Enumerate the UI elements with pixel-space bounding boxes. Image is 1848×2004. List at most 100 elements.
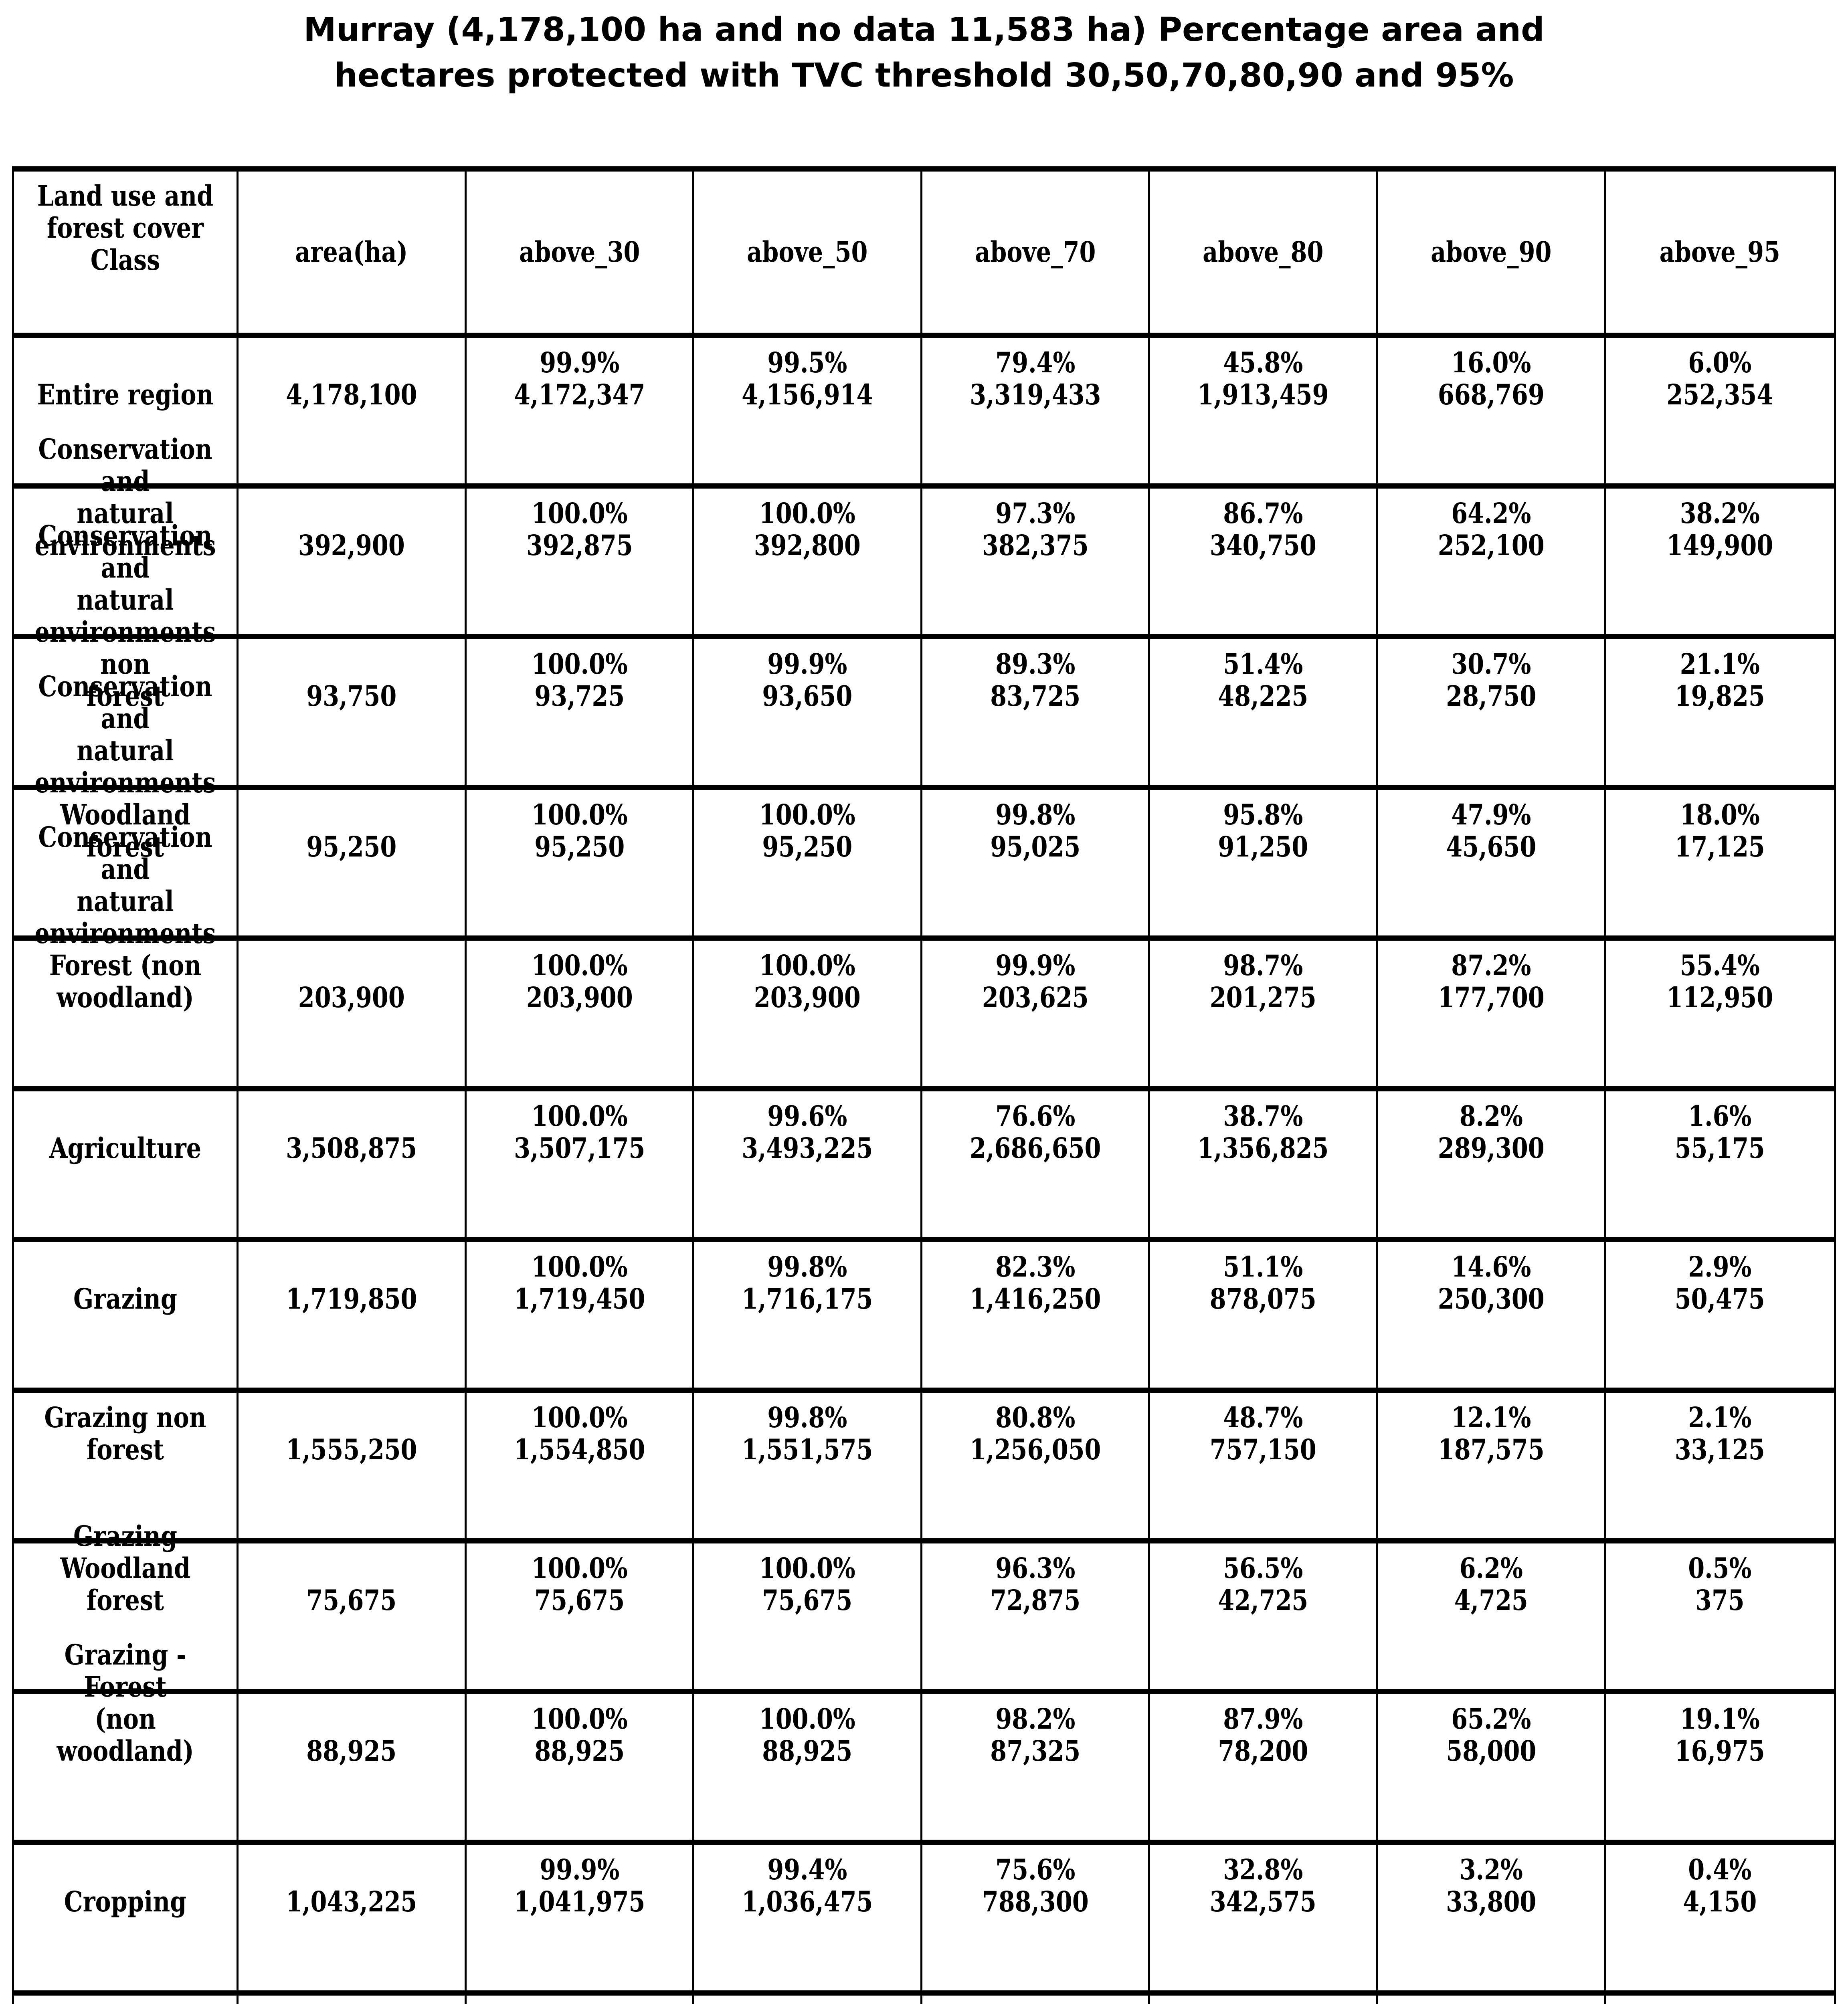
area-value: 1,555,250 bbox=[286, 1432, 417, 1466]
pct-value: 75.6% bbox=[995, 1852, 1076, 1886]
table-cell: 100.0% 93,725 bbox=[466, 639, 695, 790]
ha-value: 28,750 bbox=[1446, 679, 1537, 713]
ha-value: 788,300 bbox=[982, 1885, 1089, 1918]
ha-value: 1,041,975 bbox=[514, 1885, 645, 1918]
row-label: Entire region bbox=[37, 378, 214, 411]
ha-value: 1,416,250 bbox=[969, 1282, 1101, 1315]
ha-value: 33,125 bbox=[1675, 1432, 1765, 1466]
table-cell: 56.5% 42,725 bbox=[1150, 1543, 1378, 1694]
pct-value: 99.9% bbox=[995, 948, 1076, 982]
pct-value: 99.5% bbox=[767, 345, 847, 379]
table-cell: 96.3% 72,875 bbox=[922, 1543, 1150, 1694]
area-cell: 88,925 bbox=[239, 1694, 467, 1845]
row-label: Grazing non forest bbox=[44, 1400, 206, 1466]
pct-value: 48.7% bbox=[1223, 1400, 1303, 1434]
table-cell: 89.3% 83,725 bbox=[922, 639, 1150, 790]
pct-value: 51.4% bbox=[1223, 647, 1303, 681]
pct-value: 80.8% bbox=[995, 1400, 1076, 1434]
ha-value: 95,250 bbox=[534, 830, 625, 863]
pct-value: 51.1% bbox=[1223, 1250, 1303, 1283]
table-cell: 87.2% 177,700 bbox=[1378, 941, 1606, 1091]
pct-value: 14.6% bbox=[1451, 1250, 1531, 1283]
row-label-cell: Grazing - Forest (non woodland) bbox=[14, 1638, 239, 1845]
ha-value: 88,925 bbox=[762, 1734, 853, 1768]
pct-value: 89.3% bbox=[995, 647, 1076, 681]
table-cell: 100.0% 75,675 bbox=[466, 1543, 695, 1694]
ha-value: 87,325 bbox=[990, 1734, 1081, 1768]
ha-value: 1,716,175 bbox=[742, 1282, 873, 1315]
pct-value: 38.7% bbox=[1223, 1099, 1303, 1133]
pct-value: 99.8% bbox=[995, 798, 1076, 831]
ha-value: 78,200 bbox=[1218, 1734, 1308, 1768]
pct-value: 32.8% bbox=[1223, 1852, 1303, 1886]
table-cell: 48.7% 757,150 bbox=[1150, 1393, 1378, 1543]
table-cell: 8.2% 289,300 bbox=[1378, 1091, 1606, 1242]
table-cell: 100.0% 95,250 bbox=[466, 790, 695, 941]
pct-value: 98.2% bbox=[995, 1702, 1076, 1735]
row-label-cell: Conservation and natural environments no… bbox=[14, 519, 239, 790]
page-title-line2: hectares protected with TVC threshold 30… bbox=[334, 57, 1514, 95]
pct-value: 99.6% bbox=[767, 1099, 847, 1133]
area-value: 203,900 bbox=[298, 980, 405, 1014]
pct-value: 100.0% bbox=[531, 647, 628, 681]
table-cell: 87.9% 78,200 bbox=[1150, 1694, 1378, 1845]
ha-value: 17,125 bbox=[1675, 830, 1765, 863]
ha-value: 83,725 bbox=[990, 679, 1081, 713]
pct-value: 16.0% bbox=[1451, 345, 1531, 379]
area-cell: 745,400 bbox=[239, 1996, 467, 2004]
pct-value: 86.7% bbox=[1223, 496, 1303, 530]
ha-value: 392,800 bbox=[754, 528, 861, 562]
pct-value: 100.0% bbox=[531, 1250, 628, 1283]
ha-value: 177,700 bbox=[1438, 980, 1545, 1014]
table-cell: 100.0% 203,900 bbox=[694, 941, 922, 1091]
table-cell: 100.0% 1,554,850 bbox=[466, 1393, 695, 1543]
table-cell: 45.8% 1,913,459 bbox=[1150, 338, 1378, 489]
ha-value: 4,150 bbox=[1683, 1885, 1757, 1918]
table-cell: 99.9% 203,625 bbox=[922, 941, 1150, 1091]
ha-value: 3,493,225 bbox=[742, 1131, 873, 1165]
column-header-cell: above_95 bbox=[1606, 172, 1834, 338]
area-cell: 95,250 bbox=[239, 790, 467, 941]
ha-value: 878,075 bbox=[1210, 1282, 1317, 1315]
pct-value: 100.0% bbox=[759, 798, 855, 831]
column-header: above_30 bbox=[519, 235, 640, 269]
table-cell: 100.0% 88,925 bbox=[694, 1694, 922, 1845]
pct-value: 38.2% bbox=[1680, 496, 1760, 530]
ha-value: 42,725 bbox=[1218, 1583, 1308, 1617]
pct-value: 8.2% bbox=[1459, 1099, 1523, 1133]
ha-value: 50,475 bbox=[1675, 1282, 1765, 1315]
ha-value: 48,225 bbox=[1218, 679, 1308, 713]
row-label: Conservation and natural environments bbox=[34, 432, 216, 562]
table-cell: 97.3% 382,375 bbox=[922, 489, 1150, 639]
row-label: Conservation and natural environments Fo… bbox=[34, 820, 216, 1014]
column-header-cell: above_70 bbox=[922, 172, 1150, 338]
column-header-cell: above_50 bbox=[694, 172, 922, 338]
pct-value: 99.4% bbox=[767, 1852, 847, 1886]
table-cell: 12.1% 187,575 bbox=[1378, 1393, 1606, 1543]
column-header: above_95 bbox=[1660, 235, 1781, 269]
pct-value: 64.2% bbox=[1451, 496, 1531, 530]
area-value: 93,750 bbox=[306, 679, 397, 713]
row-label: Grazing bbox=[73, 1282, 177, 1315]
pct-value: 100.0% bbox=[531, 1400, 628, 1434]
pct-value: 99.8% bbox=[767, 1250, 847, 1283]
ha-value: 1,256,050 bbox=[969, 1432, 1101, 1466]
row-label-cell: Agriculture bbox=[14, 1091, 239, 1242]
ha-value: 1,554,850 bbox=[514, 1432, 645, 1466]
table-cell: 30.7% 28,750 bbox=[1378, 639, 1606, 790]
row-label-cell: Conservation and natural environments Wo… bbox=[14, 670, 239, 941]
ha-value: 757,150 bbox=[1210, 1432, 1317, 1466]
pct-value: 100.0% bbox=[759, 948, 855, 982]
column-header-cell: Land use and forest cover Class bbox=[14, 172, 239, 338]
ha-value: 16,975 bbox=[1675, 1734, 1765, 1768]
ha-value: 91,250 bbox=[1218, 830, 1308, 863]
pct-value: 79.4% bbox=[995, 345, 1076, 379]
table-cell: 99.3%740,175 bbox=[694, 1996, 922, 2004]
row-label-cell: Grazing bbox=[14, 1242, 239, 1393]
ha-value: 342,575 bbox=[1210, 1885, 1317, 1918]
row-label: Grazing - Forest (non woodland) bbox=[57, 1638, 194, 1768]
column-header: above_80 bbox=[1203, 235, 1324, 269]
table-cell: 100.0% 75,675 bbox=[694, 1543, 922, 1694]
pct-value: 87.9% bbox=[1223, 1702, 1303, 1735]
ha-value: 93,725 bbox=[534, 679, 625, 713]
